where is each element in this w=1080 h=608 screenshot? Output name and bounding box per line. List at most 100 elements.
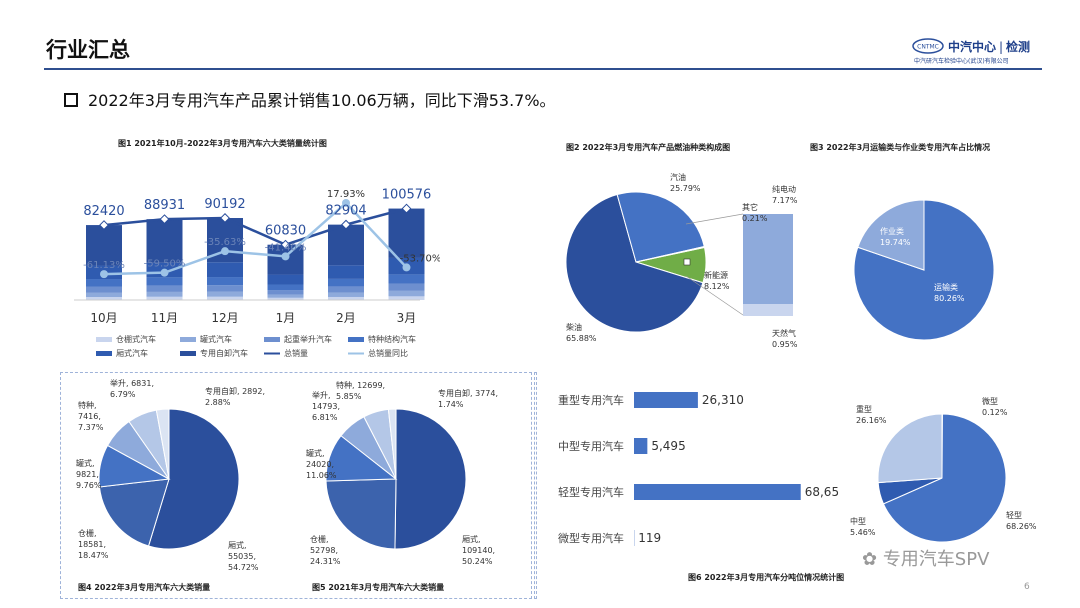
svg-text:检测: 检测 <box>1006 39 1030 54</box>
fig1-bar-segment <box>207 285 243 292</box>
fig2-cng-bar <box>743 304 793 316</box>
fig1-legend-swatch <box>264 337 280 342</box>
fig1-total-marker <box>341 219 351 230</box>
fig1-bar-segment <box>388 208 425 258</box>
fig1-legend-swatch <box>180 337 196 342</box>
fig4-label-5: 专用自卸, 2892, 2.88% <box>205 387 265 407</box>
fig2-slice-other <box>635 245 706 263</box>
fig1-bar-segment <box>146 277 183 286</box>
fig1-category-label: 11月 <box>151 311 178 325</box>
fig1-legend-label: 总销量同比 <box>368 348 408 358</box>
fig1-bar-segment <box>328 286 364 293</box>
fig3-slice-work <box>857 199 925 271</box>
fig2-label-other: 其它 0.21% <box>742 203 768 223</box>
fig5-title: 图5 2021年3月专用汽车六大类销量 <box>312 583 445 592</box>
fig1-category-label: 12月 <box>211 311 238 325</box>
fig5-label-4: 特种, 12699, 5.85% <box>336 381 386 401</box>
summary-text: 2022年3月专用汽车产品累计销售10.06万辆，同比下滑53.7%。 <box>88 91 556 110</box>
fig1-bar-segment <box>267 284 304 291</box>
fig4-title: 图4 2022年3月专用汽车六大类销量 <box>78 583 211 592</box>
fig2-title: 图2 2022年3月专用汽车产品燃油种类构成图 <box>566 143 731 152</box>
fig6-pie-label-light: 轻型 68.26% <box>1006 511 1037 531</box>
fig6-title: 图6 2022年3月专用汽车分吨位情况统计图 <box>688 573 845 582</box>
fig1-yoy-marker <box>100 270 108 279</box>
fig3-chart <box>853 199 995 341</box>
fig4-label-1: 仓栅, 18581, 18.47% <box>78 529 109 560</box>
fig1-bar-segment <box>86 297 122 300</box>
fig2-label-gasoline: 汽油 25.79% <box>670 173 701 193</box>
fig6-category-label: 重型专用汽车 <box>558 393 624 407</box>
fig1-legend-label: 总销量 <box>284 348 308 358</box>
fig5-label-5: 专用自卸, 3774, 1.74% <box>438 389 498 409</box>
fig1-total-marker <box>99 220 109 231</box>
fig1-total-label: 88931 <box>144 198 185 213</box>
fig5-slice-1 <box>325 478 397 550</box>
fig1-total-marker <box>220 213 230 223</box>
fig1-category-label: 2月 <box>336 311 356 325</box>
fig6-slice-heavy <box>877 413 943 484</box>
fig1-legend-swatch <box>96 337 112 342</box>
fig6-value-label: 119 <box>638 531 661 545</box>
fig5-slice-0 <box>394 408 467 550</box>
fig1-total-marker <box>159 214 170 225</box>
fig1-yoy-label: -53.70% <box>400 253 440 264</box>
fig1-total-label: 100576 <box>382 188 432 203</box>
fig4-label-2: 罐式, 9821, 9.76% <box>76 459 102 490</box>
frame-bottom-left <box>60 372 532 599</box>
fig4-slice-5 <box>155 408 170 480</box>
fig5-label-2: 罐式, 24020, 11.06% <box>306 449 337 480</box>
fig1-bar-segment <box>267 290 304 295</box>
fig1-bar-segment <box>267 294 304 298</box>
page-title: 行业汇总 <box>46 38 130 62</box>
fig1-bar-segment <box>328 265 364 279</box>
fig6-value-label: 68,652 <box>805 485 840 499</box>
fig6-pie-chart <box>877 413 1007 543</box>
fig1-bar-segment <box>146 219 183 263</box>
fig1-legend-label: 厢式汽车 <box>116 348 148 358</box>
fig2-bev-bar <box>743 214 793 304</box>
fig1-yoy-line <box>103 201 408 276</box>
fig6-value-label: 26,310 <box>702 393 744 407</box>
fig1-bar-segment <box>267 274 304 285</box>
fig1-bar-segment <box>86 225 122 266</box>
fig4-slice-1 <box>98 478 170 547</box>
fig1-bar-segment <box>86 292 122 298</box>
svg-text:CNTMC: CNTMC <box>917 44 939 51</box>
fig1-category-label: 1月 <box>276 311 296 325</box>
fig5-label-0: 厢式, 109140, 50.24% <box>462 535 496 566</box>
fig6-category-label: 微型专用汽车 <box>558 531 624 545</box>
svg-text:|: | <box>999 40 1003 54</box>
fig4-slice-0 <box>147 408 240 550</box>
fig1-bar-segment <box>328 292 364 297</box>
fig1-yoy-label: -61.13% <box>83 260 125 271</box>
fig2-label-nev: 新能源 8.12% <box>704 271 730 291</box>
fig5-chart <box>325 408 467 550</box>
fig1-legend-label: 仓棚式汽车 <box>116 334 156 344</box>
fig2-label-bev: 纯电动 7.17% <box>772 185 798 205</box>
fig1-bar-segment <box>86 279 122 287</box>
fig3-title: 图3 2022年3月运输类与作业类专用汽车占比情况 <box>810 143 991 152</box>
fig6-pie-label-mini: 微型 0.12% <box>982 397 1008 417</box>
fig6-pie-label-medium: 中型 5.46% <box>850 517 876 537</box>
fig1-bar-segment <box>207 291 243 297</box>
fig6-bar <box>634 438 648 454</box>
fig1-legend-label: 罐式汽车 <box>200 334 232 344</box>
fig1-yoy-label: 17.93% <box>327 189 365 200</box>
fig1-yoy-marker <box>160 268 169 277</box>
fig1-total-label: 90192 <box>204 197 245 212</box>
fig1-bar-segment <box>328 224 364 266</box>
fig1-yoy-marker <box>402 263 411 272</box>
fig4-label-3: 特种, 7416, 7.37% <box>78 401 104 432</box>
fig6-value-label: 5,495 <box>651 439 685 453</box>
fig2-marker-icon <box>683 258 691 266</box>
fig1-legend-label: 起重举升汽车 <box>284 334 332 344</box>
fig1-bar-segment <box>328 296 364 300</box>
fig3-label-work: 作业类 19.74% <box>880 227 911 247</box>
fig1-legend-label: 专用自卸汽车 <box>200 348 248 358</box>
fig1-total-label: 82904 <box>325 204 366 219</box>
fig1-legend-label: 特种结构汽车 <box>368 334 416 344</box>
fig2-label-cng: 天然气 0.95% <box>772 329 798 349</box>
fig5-slice-5 <box>387 408 397 480</box>
wechat-icon: ✿ <box>862 549 883 570</box>
fig6-bar-chart: 重型专用汽车 26,310 中型专用汽车 5,495 轻型专用汽车 68,652 微型专用汽… <box>558 392 840 546</box>
